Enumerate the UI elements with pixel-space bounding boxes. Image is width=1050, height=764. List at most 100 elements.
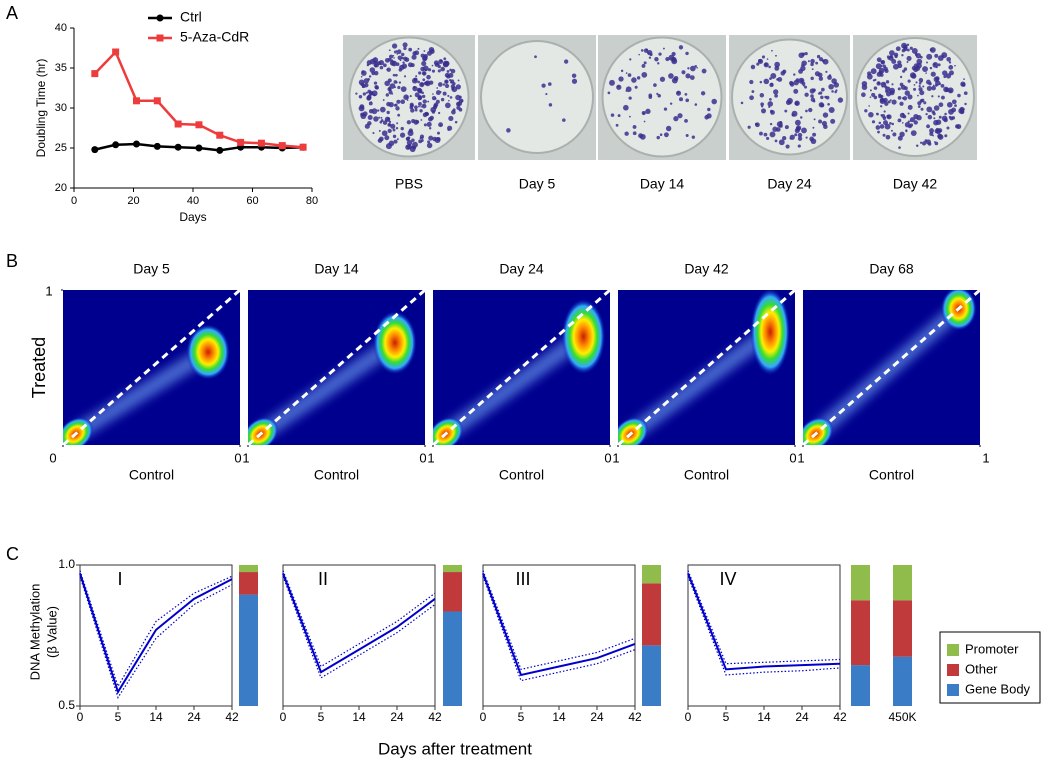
colony xyxy=(388,140,395,147)
colony xyxy=(795,78,800,82)
colony xyxy=(771,49,773,52)
colony xyxy=(906,43,910,47)
legend-label: Gene Body xyxy=(965,681,1031,696)
colony xyxy=(766,58,769,60)
colony xyxy=(641,110,646,116)
colony xyxy=(387,87,391,92)
x-tick-label: 0 xyxy=(77,710,84,724)
colony xyxy=(362,111,368,117)
colony xyxy=(769,122,773,126)
legend-swatch xyxy=(947,644,959,656)
colony xyxy=(933,117,936,120)
colony xyxy=(541,83,546,88)
colony xyxy=(378,60,385,66)
colony xyxy=(878,121,882,125)
colony xyxy=(563,59,569,64)
colony xyxy=(919,141,923,144)
colony xyxy=(617,85,620,88)
colony xyxy=(933,119,939,126)
y-tick-label: 1.0 xyxy=(58,557,75,571)
colony xyxy=(645,108,651,115)
colony xyxy=(380,119,384,122)
colony xyxy=(449,68,452,72)
colony xyxy=(371,108,378,115)
x-tick-label: 0 xyxy=(604,450,611,465)
colony xyxy=(436,87,439,89)
colony xyxy=(388,49,391,52)
colony xyxy=(759,93,765,98)
colony xyxy=(828,83,834,90)
colony xyxy=(422,99,427,104)
colony xyxy=(393,139,398,144)
colony xyxy=(442,61,449,68)
x-tick-label: 42 xyxy=(833,710,847,724)
colony xyxy=(937,63,941,67)
colony xyxy=(876,57,882,63)
colony xyxy=(940,83,945,88)
colony xyxy=(929,48,933,52)
colony xyxy=(759,80,763,84)
colony xyxy=(938,115,942,119)
colony xyxy=(951,116,956,120)
colony xyxy=(448,72,454,78)
band-line xyxy=(79,570,233,688)
colony xyxy=(889,99,892,102)
colony xyxy=(797,132,803,138)
colony xyxy=(372,131,375,135)
colony xyxy=(636,76,641,80)
colony xyxy=(917,105,921,108)
colony xyxy=(685,98,690,103)
colony xyxy=(822,112,829,118)
marker xyxy=(153,142,161,150)
colony xyxy=(668,73,674,79)
marker xyxy=(91,70,99,78)
colony xyxy=(406,137,410,141)
colony xyxy=(904,121,911,128)
colony xyxy=(919,55,923,59)
colony xyxy=(889,87,896,94)
colony xyxy=(691,135,696,139)
colony xyxy=(641,64,646,68)
colony xyxy=(935,76,940,81)
colony xyxy=(807,60,810,63)
colony xyxy=(951,99,957,105)
y-axis-label: (β Value) xyxy=(44,606,59,658)
colony xyxy=(385,93,390,97)
colony xyxy=(924,139,928,143)
colony xyxy=(417,80,420,84)
x-tick-label: 1 xyxy=(612,450,619,465)
colony xyxy=(671,51,676,57)
y-axis-label: Treated xyxy=(29,337,49,398)
colony xyxy=(778,139,785,146)
colony xyxy=(934,128,939,134)
colony xyxy=(414,108,418,112)
colony xyxy=(681,70,686,75)
colony xyxy=(907,112,910,115)
colony xyxy=(946,126,950,130)
colony xyxy=(751,90,755,93)
colony xyxy=(920,107,924,111)
colony xyxy=(823,124,828,130)
colony xyxy=(548,103,553,107)
density-streak xyxy=(72,345,213,440)
colony xyxy=(904,90,910,96)
colony xyxy=(897,60,902,65)
colony xyxy=(656,92,659,95)
colony xyxy=(913,63,919,69)
colony xyxy=(367,94,372,98)
legend-label: Other xyxy=(965,661,998,676)
diagonal xyxy=(803,290,980,445)
colony xyxy=(423,53,428,59)
colony xyxy=(789,134,795,140)
colony xyxy=(869,89,872,92)
colony xyxy=(810,94,814,98)
colony xyxy=(409,146,416,153)
colony xyxy=(789,82,795,87)
colony xyxy=(397,85,401,90)
colony xyxy=(678,45,684,50)
x-tick-label: 14 xyxy=(352,710,366,724)
colony xyxy=(906,48,910,52)
colony xyxy=(884,69,889,74)
colony xyxy=(417,95,423,101)
x-tick-label: 1 xyxy=(982,450,989,465)
